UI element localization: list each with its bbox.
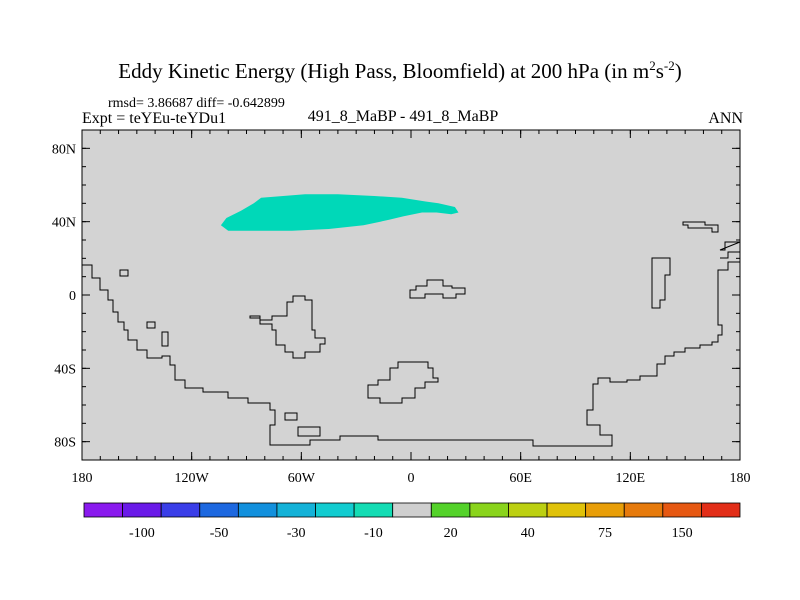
axis-tick-labels: 180 120W 60W 0 60E 120E 180 80N 40N 0 40S 80S <box>52 142 751 486</box>
x-tick-label: 60W <box>288 471 316 486</box>
colorbar-box <box>585 502 625 518</box>
colorbar-box <box>392 502 432 518</box>
colorbar-box <box>160 502 201 518</box>
contour-east-2 <box>682 221 719 233</box>
x-tick-label: 120E <box>616 471 646 486</box>
colorbar-label: 75 <box>598 526 612 541</box>
colorbar-box <box>83 502 123 518</box>
colorbar-box <box>199 502 239 518</box>
colorbar-box <box>430 502 471 518</box>
y-tick-label: 40N <box>52 216 76 231</box>
coastline-south-america <box>82 261 740 447</box>
colorbar-label: -100 <box>129 526 155 541</box>
colorbar-label: -10 <box>364 526 383 541</box>
coastline-contours <box>82 221 741 447</box>
contour-blob-1 <box>249 295 326 359</box>
colorbar-box <box>237 502 278 518</box>
colorbar-box <box>508 502 548 518</box>
x-tick-label: 180 <box>730 471 751 486</box>
y-tick-label: 80N <box>52 142 76 157</box>
contour-east-3 <box>719 241 741 259</box>
y-tick-label: 40S <box>54 362 76 377</box>
colorbar-label: -30 <box>287 526 306 541</box>
colorbar-box <box>546 502 587 518</box>
coastline-antarctic-peninsula-islands <box>284 412 321 437</box>
colorbar-box <box>469 502 509 518</box>
contour-blob-2 <box>409 279 466 299</box>
x-tick-label: 60E <box>509 471 532 486</box>
y-tick-label: 80S <box>54 436 76 451</box>
plot-area <box>82 130 740 460</box>
stats-label: rmsd= 3.86687 diff= -0.642899 <box>108 96 285 111</box>
colorbar-box <box>122 502 162 518</box>
x-tick-label: 180 <box>72 471 93 486</box>
case-label: 491_8_MaBP - 491_8_MaBP <box>307 108 499 125</box>
colorbar-label: -50 <box>210 526 229 541</box>
contour-east-1 <box>651 257 671 309</box>
y-tick-label: 0 <box>69 289 76 304</box>
colorbar-box <box>623 502 664 518</box>
colorbar-box <box>701 502 741 518</box>
x-tick-label: 120W <box>175 471 210 486</box>
colorbar-label: 40 <box>521 526 535 541</box>
colorbar-box <box>353 502 394 518</box>
anomaly-region <box>220 194 459 231</box>
coastline-small-island-1 <box>119 269 129 277</box>
x-tick-label: 0 <box>408 471 415 486</box>
colorbar-box <box>315 502 355 518</box>
colorbar-label: 150 <box>672 526 693 541</box>
contour-blob-3 <box>367 361 439 404</box>
colorbar: -100 -50 -30 -10 20 40 75 150 <box>83 502 741 541</box>
chart-title: Eddy Kinetic Energy (High Pass, Bloomfie… <box>118 58 682 83</box>
coastline-small-island-3 <box>161 331 169 347</box>
colorbar-box <box>276 502 316 518</box>
colorbar-label: 20 <box>444 526 458 541</box>
axis-ticks <box>81 130 741 460</box>
experiment-label: Expt = teYEu-teYDu1 <box>82 110 227 127</box>
coastline-small-island-2 <box>146 321 156 329</box>
season-label: ANN <box>708 110 743 127</box>
colorbar-box <box>662 502 702 518</box>
